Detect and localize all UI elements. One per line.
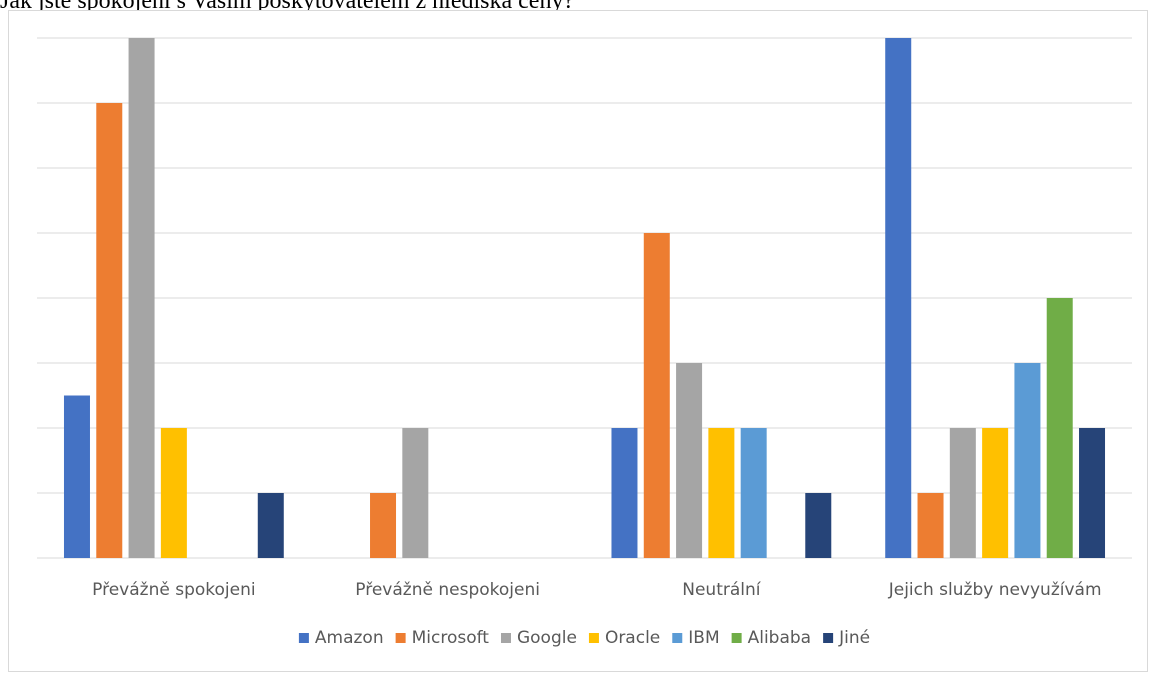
bar-amazon-2 <box>611 428 638 558</box>
bar-google-3 <box>949 428 976 558</box>
legend-label: Alibaba <box>748 628 812 648</box>
bar-jiné-0 <box>257 493 284 558</box>
legend-swatch-oracle <box>588 633 599 643</box>
bar-microsoft-1 <box>370 493 397 558</box>
legend-label: Oracle <box>605 628 660 648</box>
bar-oracle-0 <box>160 428 187 558</box>
bar-alibaba-3 <box>1046 298 1073 558</box>
bar-microsoft-3 <box>917 493 944 558</box>
legend-label: Microsoft <box>412 628 490 648</box>
legend: Amazon Microsoft Google Oracle IBM Alibaba Jin… <box>298 628 870 648</box>
category-labels: Převážně spokojeni Převážně nespokojeni Ne… <box>92 580 1101 600</box>
bar-jiné-3 <box>1079 428 1106 558</box>
category-label: Neutrální <box>682 580 762 600</box>
bar-google-1 <box>402 428 429 558</box>
bar-oracle-2 <box>708 428 735 558</box>
legend-swatch-microsoft <box>395 633 406 643</box>
legend-label: Google <box>517 628 577 648</box>
bars <box>63 38 1106 558</box>
bar-oracle-3 <box>982 428 1009 558</box>
legend-swatch-amazon <box>298 633 309 643</box>
category-label: Převážně nespokojeni <box>355 580 540 600</box>
legend-label: Amazon <box>315 628 384 648</box>
bar-amazon-0 <box>63 395 90 558</box>
category-label: Jejich služby nevyužívám <box>888 580 1102 600</box>
bar-ibm-3 <box>1014 363 1041 558</box>
bar-jiné-2 <box>805 493 832 558</box>
bar-ibm-2 <box>740 428 767 558</box>
legend-label: Jiné <box>838 628 870 648</box>
legend-swatch-ibm <box>672 633 683 643</box>
bar-microsoft-0 <box>96 103 123 558</box>
legend-label: IBM <box>688 628 719 648</box>
bar-google-0 <box>128 38 155 558</box>
legend-swatch-alibaba <box>731 633 742 643</box>
bar-microsoft-2 <box>643 233 670 558</box>
bar-amazon-3 <box>885 38 912 558</box>
bar-google-2 <box>676 363 703 558</box>
legend-swatch-google <box>500 633 511 643</box>
legend-swatch-jiné <box>823 633 834 643</box>
chart-area <box>8 10 1148 672</box>
gridlines <box>37 37 1132 559</box>
category-label: Převážně spokojeni <box>92 580 255 600</box>
